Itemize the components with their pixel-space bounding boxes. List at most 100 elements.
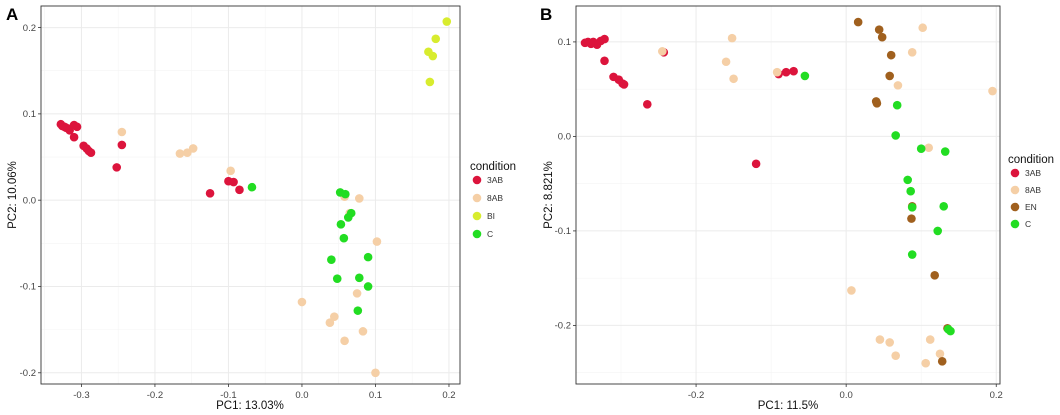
data-point-c [939, 202, 949, 211]
panel-a-points [56, 17, 452, 378]
data-point-en [874, 25, 884, 34]
series-en [853, 17, 952, 366]
panel-a-x-ticks: -0.3 -0.2 -0.1 0.0 0.1 0.2 [73, 384, 456, 401]
data-point-c [354, 273, 364, 283]
data-point-8ab [891, 351, 900, 360]
legend-label-bi: BI [487, 211, 495, 221]
data-point-c [247, 182, 257, 192]
panel-a-y-ticks: -0.2 -0.1 0.0 0.1 0.2 [20, 23, 41, 379]
data-point-3ab [600, 34, 609, 44]
x-tick-label: 0.2 [442, 390, 455, 401]
legend-label-8ab: 8AB [1025, 185, 1041, 195]
data-point-8ab [772, 67, 782, 77]
panel-a-plot-frame [40, 5, 461, 385]
x-tick-label: 0.0 [840, 390, 853, 401]
data-point-en [872, 99, 882, 108]
data-point-8ab [729, 74, 738, 84]
data-point-3ab [642, 99, 652, 109]
legend-label-c: C [487, 229, 493, 239]
data-point-en [937, 357, 947, 366]
x-tick-label: -0.1 [220, 390, 236, 401]
data-point-8ab [352, 289, 362, 298]
panel-a-legend-title: condition [470, 161, 516, 173]
data-point-en [907, 214, 916, 223]
panel-b-legend-title: condition [1008, 154, 1054, 166]
data-point-3ab [205, 188, 215, 198]
data-point-en [930, 271, 940, 280]
panel-b-x-ticks: -0.2 0.0 0.2 [688, 384, 1003, 401]
data-point-8ab [918, 23, 928, 33]
x-tick-label: 0.0 [295, 390, 308, 401]
panel-b-plot-frame [575, 5, 1001, 385]
data-point-c [907, 250, 917, 259]
data-point-c [800, 71, 810, 81]
x-tick-label: -0.3 [73, 390, 89, 401]
data-point-8ab [925, 335, 935, 344]
data-point-c [363, 252, 373, 262]
data-point-c [327, 255, 336, 265]
y-tick-label: 0.1 [558, 37, 571, 48]
y-tick-label: 0.0 [23, 195, 36, 206]
legend-swatch-8ab [472, 193, 482, 203]
data-point-c [332, 274, 342, 284]
legend-label-3ab: 3AB [487, 175, 503, 185]
y-tick-label: -0.1 [555, 226, 571, 237]
series-c [800, 71, 955, 336]
x-tick-label: 0.2 [990, 390, 1003, 401]
panel-b-legend: condition 3AB 8AB EN C [1008, 154, 1054, 229]
x-tick-label: -0.2 [688, 390, 704, 401]
panel-b-y-ticks: -0.2 -0.1 0.0 0.1 [555, 37, 576, 332]
data-point-en [886, 50, 896, 60]
y-tick-label: -0.2 [20, 368, 36, 379]
series-8ab [658, 23, 997, 368]
data-point-3ab [229, 177, 238, 187]
data-point-3ab [751, 159, 761, 169]
data-point-8ab [372, 237, 382, 246]
data-point-8ab [358, 327, 368, 336]
legend-swatch-c [1010, 219, 1020, 229]
data-point-bi [425, 77, 435, 87]
data-point-3ab [69, 132, 79, 142]
data-point-3ab [86, 148, 96, 158]
data-point-8ab [935, 349, 945, 359]
panel-a-y-axis-title: PC2: 10.06% [7, 161, 19, 229]
data-point-8ab [658, 47, 667, 56]
data-point-8ab [354, 194, 364, 203]
y-tick-label: 0.2 [23, 23, 36, 34]
data-point-3ab [600, 56, 609, 66]
data-point-8ab [727, 33, 737, 43]
data-point-3ab [117, 140, 127, 150]
data-point-bi [428, 51, 438, 61]
data-point-c [933, 226, 943, 236]
panel-b-y-axis-title: PC2: 8.821% [543, 161, 555, 229]
data-point-3ab [235, 185, 244, 195]
data-point-8ab [875, 335, 885, 344]
y-tick-label: -0.1 [20, 282, 36, 293]
data-point-8ab [297, 297, 307, 307]
data-point-c [343, 213, 353, 222]
legend-label-c: C [1025, 219, 1031, 229]
legend-swatch-3ab [472, 175, 482, 185]
legend-swatch-bi [472, 211, 482, 221]
data-point-c [907, 202, 917, 212]
data-point-3ab [619, 80, 629, 89]
panel-b-letter: B [540, 5, 552, 24]
data-point-8ab [188, 144, 198, 153]
x-tick-label: 0.1 [369, 390, 382, 401]
panel-b-gridlines [576, 6, 1000, 384]
series-3ab [56, 119, 244, 198]
data-point-8ab [847, 286, 856, 295]
legend-swatch-c [472, 229, 482, 239]
panel-a-letter: A [6, 5, 18, 24]
data-point-8ab [117, 127, 127, 137]
data-point-c [353, 306, 363, 315]
legend-label-3ab: 3AB [1025, 168, 1041, 178]
data-point-3ab [789, 66, 798, 76]
data-point-en [853, 17, 863, 27]
legend-label-8ab: 8AB [487, 193, 503, 203]
data-point-c [891, 131, 900, 140]
data-point-c [341, 189, 350, 199]
data-point-8ab [721, 57, 731, 67]
data-point-c [339, 233, 349, 243]
